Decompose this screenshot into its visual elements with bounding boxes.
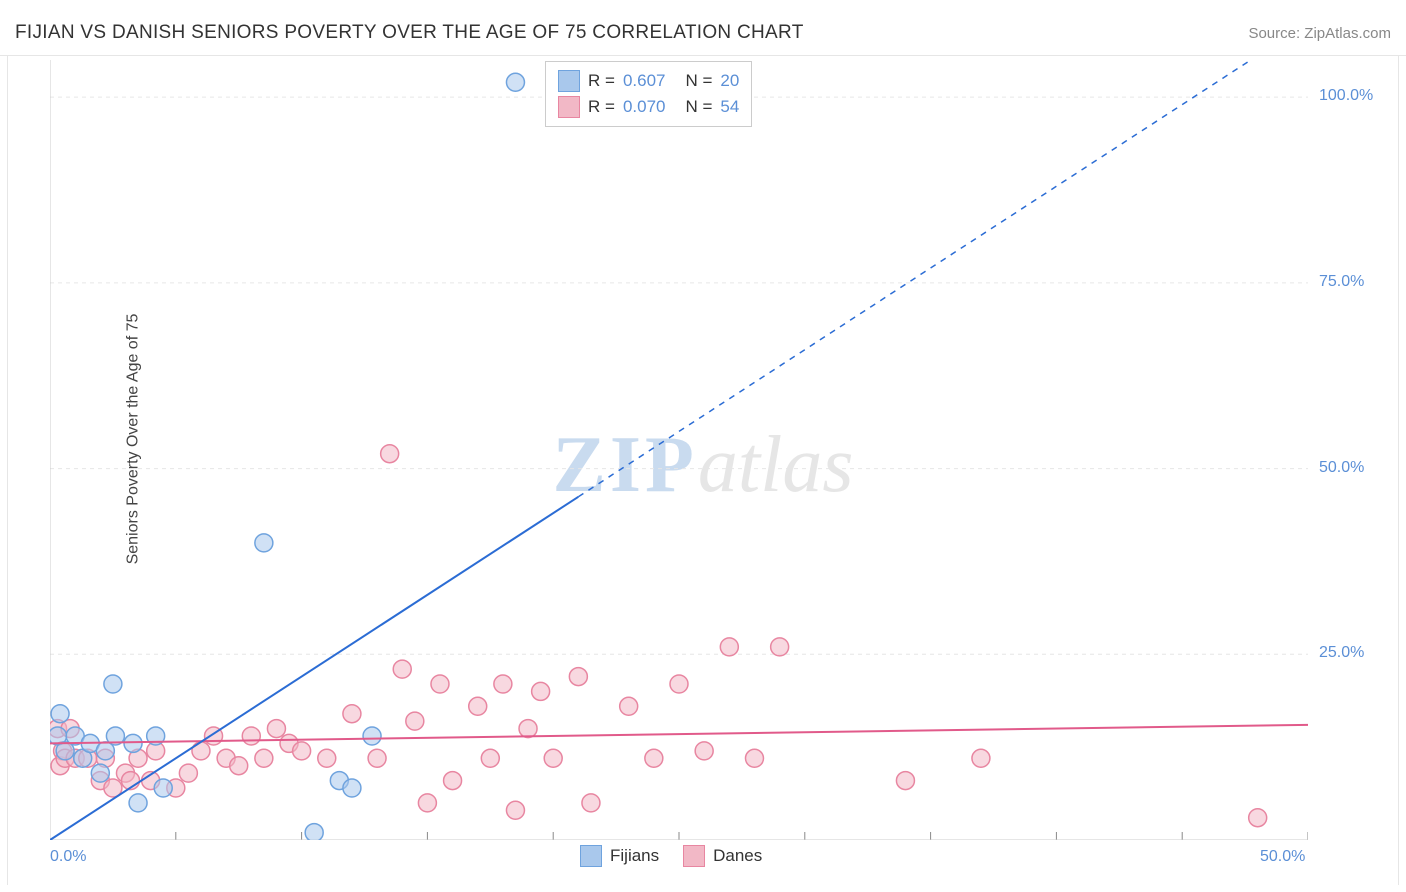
legend-item-danes: Danes xyxy=(683,845,762,867)
stats-row-danes: R = 0.070 N = 54 xyxy=(558,94,739,120)
swatch-fijians xyxy=(558,70,580,92)
swatch-danes xyxy=(558,96,580,118)
scatter-chart xyxy=(50,60,1308,840)
chart-title: FIJIAN VS DANISH SENIORS POVERTY OVER TH… xyxy=(15,22,804,44)
stats-legend: R = 0.607 N = 20 R = 0.070 N = 54 xyxy=(545,61,752,127)
swatch-fijians xyxy=(580,845,602,867)
legend-label-danes: Danes xyxy=(713,846,762,866)
legend-label-fijians: Fijians xyxy=(610,846,659,866)
swatch-danes xyxy=(683,845,705,867)
y-tick-labels: 25.0% 50.0% 75.0% 100.0% xyxy=(1315,60,1395,840)
y-tick-label: 75.0% xyxy=(1319,273,1364,291)
legend-item-fijians: Fijians xyxy=(580,845,659,867)
x-tick-label: 0.0% xyxy=(50,848,86,866)
stat-n-label: N = xyxy=(685,71,712,91)
series-legend: Fijians Danes xyxy=(580,845,762,867)
stat-r-danes: 0.070 xyxy=(623,97,666,117)
y-tick-label: 25.0% xyxy=(1319,644,1364,662)
stat-n-fijians: 20 xyxy=(720,71,739,91)
stat-r-fijians: 0.607 xyxy=(623,71,666,91)
x-tick-label: 50.0% xyxy=(1260,848,1305,866)
stat-r-label: R = xyxy=(588,97,615,117)
stats-row-fijians: R = 0.607 N = 20 xyxy=(558,68,739,94)
stat-n-label: N = xyxy=(685,97,712,117)
source-attribution: Source: ZipAtlas.com xyxy=(1248,25,1391,42)
y-tick-label: 50.0% xyxy=(1319,459,1364,477)
stat-r-label: R = xyxy=(588,71,615,91)
stat-n-danes: 54 xyxy=(720,97,739,117)
y-tick-label: 100.0% xyxy=(1319,87,1373,105)
